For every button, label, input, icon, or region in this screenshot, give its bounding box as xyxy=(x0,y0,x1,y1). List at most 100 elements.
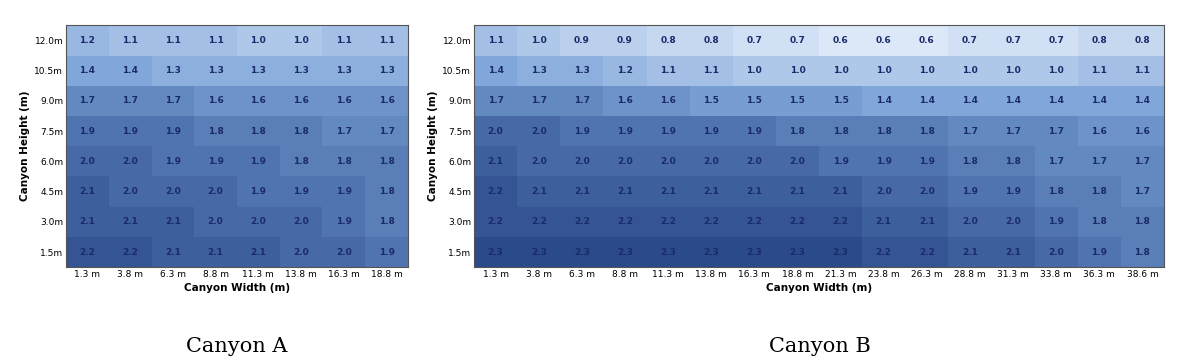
Bar xyxy=(236,56,280,86)
Text: 1.0: 1.0 xyxy=(919,66,935,75)
Bar xyxy=(151,177,194,206)
Bar xyxy=(365,86,408,116)
Bar xyxy=(905,56,948,86)
Text: 1.6: 1.6 xyxy=(251,96,266,105)
Text: 2.3: 2.3 xyxy=(574,248,589,257)
Bar xyxy=(862,116,905,146)
Bar xyxy=(776,237,818,267)
Bar xyxy=(604,237,647,267)
Text: 1.6: 1.6 xyxy=(293,96,310,105)
Bar xyxy=(948,146,991,177)
Text: 1.3: 1.3 xyxy=(379,66,395,75)
Bar xyxy=(604,206,647,237)
Text: 2.0: 2.0 xyxy=(122,187,138,196)
Text: 2.1: 2.1 xyxy=(79,187,95,196)
Text: 0.8: 0.8 xyxy=(1134,36,1151,45)
Bar xyxy=(776,86,818,116)
Bar xyxy=(991,206,1034,237)
Text: 0.7: 0.7 xyxy=(746,36,762,45)
Bar xyxy=(560,177,604,206)
Text: 1.8: 1.8 xyxy=(251,127,266,136)
Text: 2.3: 2.3 xyxy=(703,248,719,257)
Text: Canyon B: Canyon B xyxy=(769,337,870,356)
Bar xyxy=(66,116,109,146)
Bar xyxy=(236,116,280,146)
Text: 1.6: 1.6 xyxy=(379,96,395,105)
Text: 1.8: 1.8 xyxy=(833,127,848,136)
Bar xyxy=(1121,177,1164,206)
Text: 0.7: 0.7 xyxy=(1049,36,1064,45)
Text: 1.9: 1.9 xyxy=(1048,217,1064,226)
Bar xyxy=(151,116,194,146)
Bar xyxy=(991,56,1034,86)
Text: 1.0: 1.0 xyxy=(1006,66,1021,75)
Text: 1.0: 1.0 xyxy=(962,66,978,75)
Text: 2.1: 2.1 xyxy=(617,187,632,196)
Text: 2.3: 2.3 xyxy=(833,248,848,257)
Text: 0.6: 0.6 xyxy=(919,36,935,45)
Text: 2.2: 2.2 xyxy=(79,248,95,257)
Text: 2.0: 2.0 xyxy=(790,157,805,166)
Bar xyxy=(109,25,151,56)
Text: 2.2: 2.2 xyxy=(746,217,762,226)
Text: 1.3: 1.3 xyxy=(336,66,352,75)
Bar xyxy=(517,206,560,237)
Text: 1.8: 1.8 xyxy=(1091,187,1108,196)
Text: 1.6: 1.6 xyxy=(617,96,632,105)
Bar xyxy=(194,86,236,116)
Text: 2.0: 2.0 xyxy=(876,187,892,196)
Bar xyxy=(194,237,236,267)
Bar xyxy=(560,25,604,56)
Text: 0.7: 0.7 xyxy=(790,36,805,45)
Text: 0.7: 0.7 xyxy=(962,36,978,45)
Bar xyxy=(776,25,818,56)
Bar xyxy=(151,237,194,267)
Bar xyxy=(323,237,365,267)
Bar xyxy=(690,237,733,267)
Text: 1.8: 1.8 xyxy=(1134,217,1151,226)
Bar xyxy=(1034,146,1078,177)
Bar xyxy=(948,25,991,56)
Bar xyxy=(862,146,905,177)
Bar xyxy=(604,146,647,177)
Text: 2.0: 2.0 xyxy=(293,217,310,226)
Bar xyxy=(991,116,1034,146)
Text: 1.5: 1.5 xyxy=(833,96,848,105)
Text: 1.8: 1.8 xyxy=(208,127,223,136)
Bar xyxy=(690,116,733,146)
Text: 1.9: 1.9 xyxy=(962,187,978,196)
Bar xyxy=(818,116,862,146)
Bar xyxy=(733,146,776,177)
Text: 0.8: 0.8 xyxy=(703,36,719,45)
Text: 2.3: 2.3 xyxy=(487,248,504,257)
Bar xyxy=(1078,56,1121,86)
Text: 1.7: 1.7 xyxy=(122,96,138,105)
Bar xyxy=(280,177,323,206)
Text: 1.3: 1.3 xyxy=(293,66,310,75)
Text: 1.9: 1.9 xyxy=(336,217,352,226)
Bar xyxy=(1121,116,1164,146)
Bar xyxy=(818,177,862,206)
Text: 2.2: 2.2 xyxy=(833,217,848,226)
Bar xyxy=(818,237,862,267)
Text: 1.5: 1.5 xyxy=(703,96,719,105)
Bar xyxy=(862,237,905,267)
Text: 2.0: 2.0 xyxy=(962,217,978,226)
Text: 1.7: 1.7 xyxy=(1134,187,1151,196)
Text: 1.0: 1.0 xyxy=(746,66,762,75)
X-axis label: Canyon Width (m): Canyon Width (m) xyxy=(184,283,290,293)
Text: 2.2: 2.2 xyxy=(487,217,504,226)
Bar xyxy=(151,25,194,56)
Bar xyxy=(236,86,280,116)
Text: 1.8: 1.8 xyxy=(962,157,978,166)
Bar xyxy=(905,206,948,237)
Bar xyxy=(194,116,236,146)
Bar xyxy=(1078,146,1121,177)
Bar xyxy=(948,86,991,116)
Text: 1.5: 1.5 xyxy=(746,96,762,105)
Bar xyxy=(474,25,517,56)
Bar xyxy=(1121,25,1164,56)
Bar xyxy=(905,177,948,206)
Text: 2.1: 2.1 xyxy=(530,187,547,196)
Bar xyxy=(109,56,151,86)
